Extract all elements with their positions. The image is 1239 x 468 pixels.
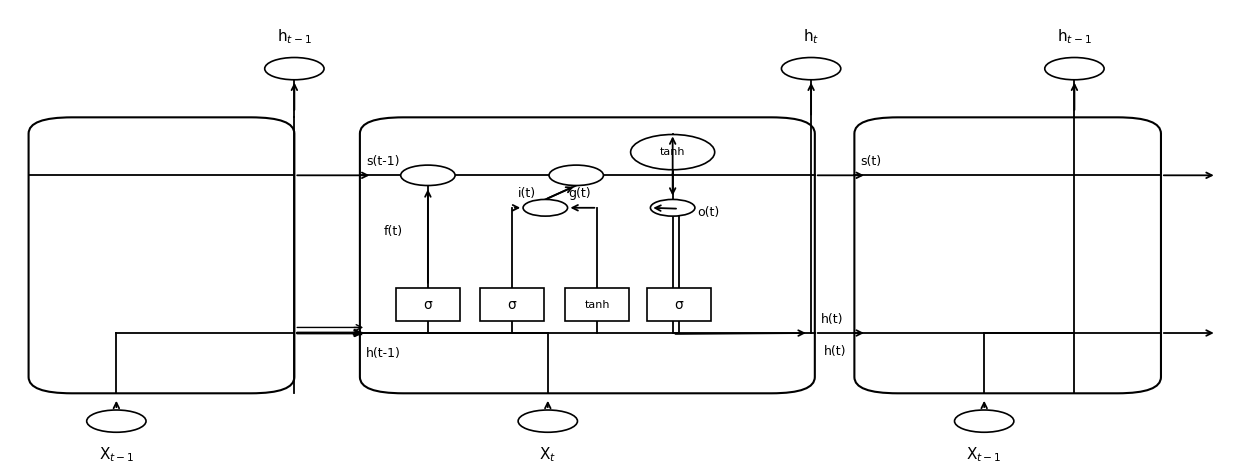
Text: σ: σ <box>508 298 517 312</box>
Text: tanh: tanh <box>660 147 685 157</box>
Bar <box>647 288 711 322</box>
Text: σ: σ <box>424 298 432 312</box>
Bar <box>565 288 629 322</box>
Bar <box>479 288 544 322</box>
Text: f(t): f(t) <box>384 225 403 238</box>
Circle shape <box>954 410 1014 432</box>
Text: s(t): s(t) <box>861 155 882 168</box>
Text: σ: σ <box>674 298 683 312</box>
Text: o(t): o(t) <box>698 206 720 219</box>
Text: X$_t$: X$_t$ <box>539 446 556 464</box>
Text: g(t): g(t) <box>569 187 591 200</box>
Circle shape <box>400 165 455 185</box>
Bar <box>395 288 460 322</box>
Circle shape <box>549 165 603 185</box>
Text: h(t-1): h(t-1) <box>366 347 401 360</box>
Text: i(t): i(t) <box>518 187 536 200</box>
Text: h$_{t-1}$: h$_{t-1}$ <box>278 27 312 46</box>
Circle shape <box>518 410 577 432</box>
FancyBboxPatch shape <box>359 117 815 393</box>
Text: h(t): h(t) <box>821 313 844 326</box>
Text: h$_{t-1}$: h$_{t-1}$ <box>1057 27 1092 46</box>
Circle shape <box>650 199 695 216</box>
FancyBboxPatch shape <box>28 117 295 393</box>
Text: s(t-1): s(t-1) <box>366 155 399 168</box>
Circle shape <box>782 58 841 80</box>
Text: h$_t$: h$_t$ <box>803 27 819 46</box>
Text: h(t): h(t) <box>824 345 846 358</box>
Text: tanh: tanh <box>585 300 610 310</box>
Circle shape <box>87 410 146 432</box>
Text: X$_{t-1}$: X$_{t-1}$ <box>99 446 134 464</box>
Circle shape <box>265 58 325 80</box>
Ellipse shape <box>631 134 715 170</box>
Text: X$_{t-1}$: X$_{t-1}$ <box>966 446 1002 464</box>
FancyBboxPatch shape <box>855 117 1161 393</box>
Circle shape <box>523 199 567 216</box>
Circle shape <box>1044 58 1104 80</box>
